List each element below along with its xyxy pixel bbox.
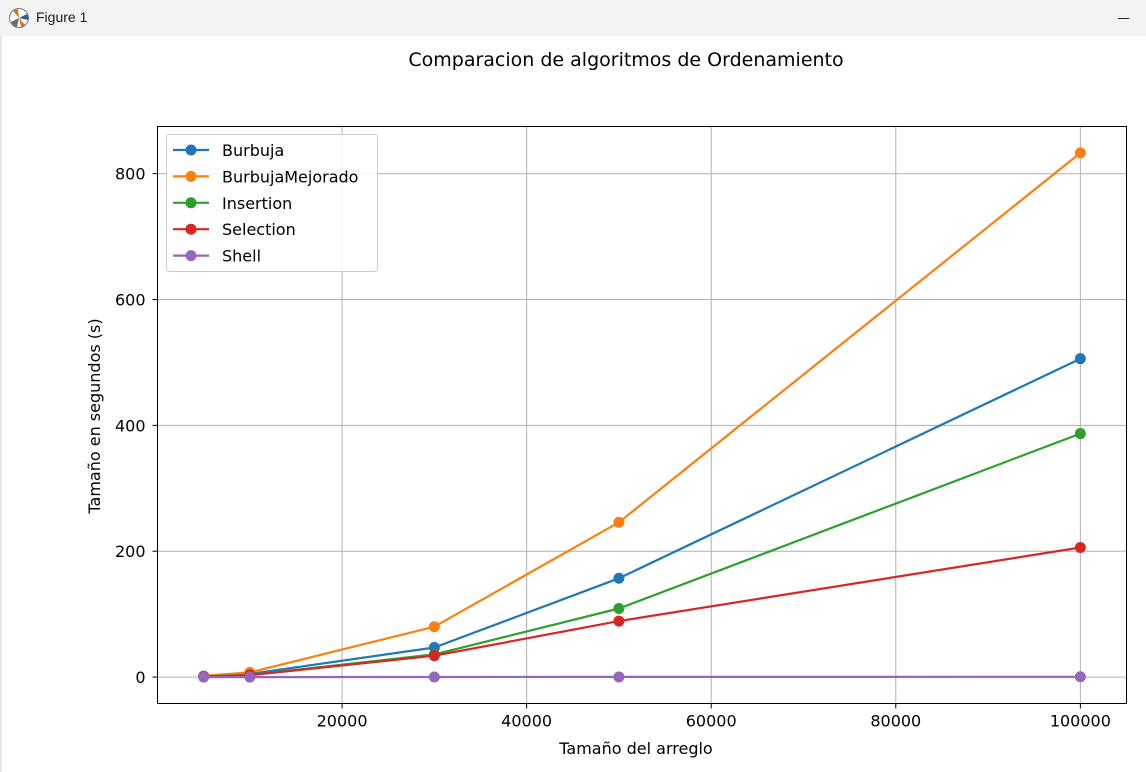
legend-marker-burbuja — [185, 144, 197, 156]
data-point-burbujamejorado — [613, 516, 625, 528]
data-point-selection — [613, 615, 625, 627]
y-tick-label: 400 — [115, 416, 146, 435]
data-point-shell — [1074, 671, 1086, 683]
x-tick-label: 100000 — [1050, 712, 1111, 731]
data-point-insertion — [613, 602, 625, 614]
legend-label-selection: Selection — [222, 220, 296, 239]
y-axis-label: Tamaño en segundos (s) — [85, 318, 104, 514]
legend-marker-selection — [185, 223, 197, 235]
data-point-shell — [428, 671, 440, 683]
legend: Burbuja BurbujaMejorado Insertion Selection… — [166, 134, 378, 272]
data-point-burbuja — [1074, 353, 1086, 365]
x-tick-label: 80000 — [870, 712, 921, 731]
minimize-icon — [1117, 17, 1129, 19]
y-tick-label: 0 — [135, 668, 145, 687]
series-line-burbuja — [203, 357, 1081, 678]
plot-area-frame — [157, 126, 1127, 704]
y-tick-label: 600 — [115, 291, 146, 310]
y-tick-label: 800 — [115, 165, 146, 184]
x-tick-label: 20000 — [317, 712, 368, 731]
data-point-selection — [1074, 541, 1086, 553]
data-point-burbujamejorado — [428, 621, 440, 633]
series-lines — [198, 147, 1086, 683]
data-point-shell — [244, 671, 256, 683]
x-axis-ticks: 20000 40000 60000 80000 100000 — [317, 703, 1111, 731]
y-axis-ticks: 0 200 400 600 800 — [115, 165, 158, 687]
data-point-burbujamejorado — [1074, 147, 1086, 159]
data-point-burbuja — [613, 572, 625, 584]
window-title: Figure 1 — [36, 9, 88, 25]
legend-label-burbuja: Burbuja — [222, 141, 284, 160]
data-point-insertion — [1074, 428, 1086, 440]
chart-title: Comparacion de algoritmos de Ordenamient… — [408, 49, 843, 71]
data-point-shell — [613, 671, 625, 683]
minimize-button[interactable] — [1100, 0, 1146, 36]
title-bar[interactable]: Figure 1 — [0, 0, 1146, 36]
legend-marker-shell — [185, 250, 197, 262]
data-point-shell — [198, 671, 210, 683]
matplotlib-icon — [9, 8, 29, 28]
legend-marker-burbujamejorado — [185, 170, 197, 182]
x-axis-label: Tamaño del arreglo — [558, 739, 712, 758]
series-line-insertion — [203, 432, 1081, 678]
line-chart: Comparacion de algoritmos de Ordenamient… — [85, 49, 1127, 758]
legend-label-insertion: Insertion — [222, 194, 292, 213]
x-tick-label: 60000 — [686, 712, 737, 731]
y-tick-label: 200 — [115, 542, 146, 561]
window-border — [0, 36, 2, 772]
legend-label-burbujamejorado: BurbujaMejorado — [222, 167, 358, 186]
legend-box — [166, 134, 378, 272]
data-point-selection — [428, 650, 440, 662]
legend-label-shell: Shell — [222, 247, 261, 266]
x-tick-label: 40000 — [501, 712, 552, 731]
legend-marker-insertion — [185, 197, 197, 209]
